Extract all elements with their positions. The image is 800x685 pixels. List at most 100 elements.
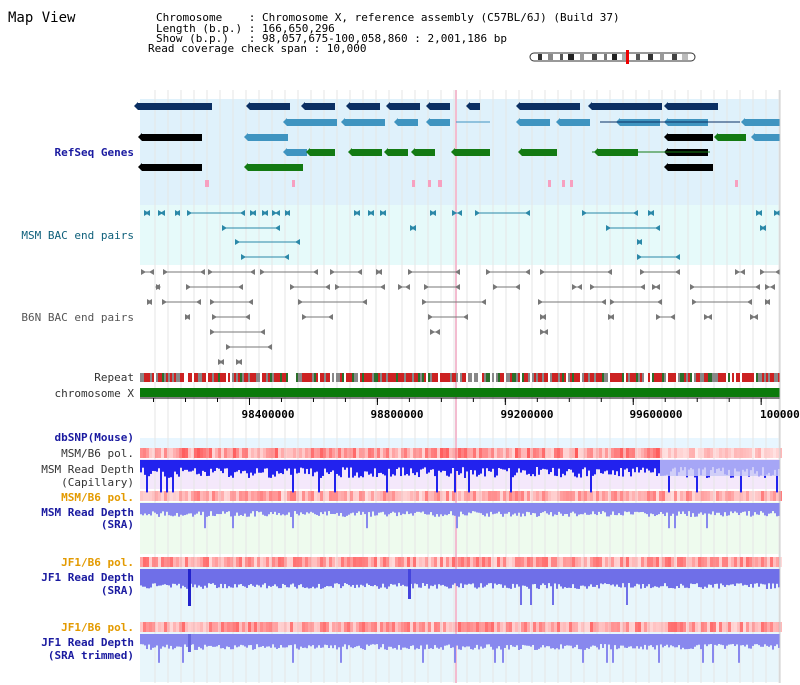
msm-b6-pol-capillary-bin bbox=[512, 448, 515, 458]
jf1-depth-sra-bin bbox=[392, 569, 394, 585]
repeat-element bbox=[768, 373, 770, 382]
repeat-element bbox=[678, 373, 680, 382]
msm-b6-pol-capillary-bin bbox=[434, 448, 437, 458]
msm-depth-capillary-bin bbox=[190, 460, 192, 472]
msm-depth-sra-bin bbox=[372, 503, 374, 512]
track-label-refseq-genes[interactable]: RefSeq Genes bbox=[54, 146, 134, 159]
jf1-b6-pol-1-bin bbox=[248, 557, 251, 567]
msm-depth-capillary-bin bbox=[146, 460, 148, 493]
dbsnp-track-bg bbox=[140, 438, 780, 448]
jf1-b6-pol-2-bin bbox=[548, 622, 551, 632]
jf1-depth-trimmed-bin bbox=[606, 634, 608, 663]
repeat-element bbox=[452, 373, 454, 382]
jf1-b6-pol-1-bin bbox=[278, 557, 281, 567]
jf1-depth-sra-bin bbox=[182, 569, 184, 586]
repeat-element bbox=[624, 373, 626, 382]
msm-b6-pol-sra-bin bbox=[431, 491, 434, 501]
track-label-msm-bac[interactable]: MSM BAC end pairs bbox=[21, 229, 134, 242]
jf1-depth-trimmed-bin bbox=[748, 634, 750, 649]
jf1-b6-pol-2-bin bbox=[599, 622, 602, 632]
jf1-depth-trimmed-bin bbox=[494, 634, 496, 663]
jf1-depth-trimmed-bin bbox=[544, 634, 546, 648]
msm-depth-capillary-bin bbox=[384, 460, 386, 476]
jf1-b6-pol-1-bin bbox=[239, 557, 242, 567]
repeat-element bbox=[538, 373, 540, 382]
msm-b6-pol-sra-bin bbox=[722, 491, 725, 501]
jf1-depth-trimmed-bin bbox=[700, 634, 702, 650]
jf1-depth-sra-bin bbox=[652, 569, 654, 588]
track-label-b6n-bac[interactable]: B6N BAC end pairs bbox=[21, 311, 134, 324]
jf1-depth-sra-bin bbox=[762, 569, 764, 585]
jf1-depth-trimmed-bin bbox=[674, 634, 676, 648]
msm-depth-capillary-bin bbox=[468, 460, 470, 493]
msm-depth-sra-bin bbox=[758, 503, 760, 515]
msm-depth-sra-bin bbox=[180, 503, 182, 515]
msm-depth-capillary-bin bbox=[226, 460, 228, 469]
msm-b6-pol-sra-bin bbox=[524, 491, 527, 501]
jf1-depth-sra-bin bbox=[268, 569, 270, 586]
msm-depth-capillary-bin bbox=[502, 460, 504, 470]
repeat-element bbox=[592, 373, 594, 382]
jf1-b6-pol-2-bin bbox=[659, 622, 662, 632]
msm-b6-pol-sra-bin bbox=[461, 491, 464, 501]
jf1-b6-pol-1-bin bbox=[752, 557, 755, 567]
jf1-depth-sra-bin bbox=[252, 569, 254, 586]
jf1-depth-trimmed-bin bbox=[326, 634, 328, 646]
msm-depth-sra-bin bbox=[164, 503, 166, 516]
msm-b6-pol-capillary-bin bbox=[146, 448, 149, 458]
jf1-b6-pol-2-bin bbox=[602, 622, 605, 632]
msm-b6-pol-capillary-bin bbox=[638, 448, 641, 458]
msm-depth-sra-bin bbox=[326, 503, 328, 516]
jf1-depth-trimmed-bin bbox=[232, 634, 234, 650]
msm-depth-capillary-bin bbox=[550, 460, 552, 473]
jf1-depth-sra-bin bbox=[752, 569, 754, 588]
msm-depth-capillary-bin bbox=[390, 460, 392, 477]
jf1-depth-sra-bin bbox=[442, 569, 444, 585]
jf1-depth-trimmed-bin bbox=[742, 634, 744, 646]
repeat-element bbox=[366, 373, 368, 382]
repeat-element bbox=[712, 373, 714, 382]
jf1-b6-pol-2-bin bbox=[224, 622, 227, 632]
msm-depth-capillary-bin bbox=[420, 460, 422, 470]
b6n-bac-pair-end bbox=[538, 299, 543, 305]
msm-depth-sra-bin bbox=[310, 503, 312, 512]
jf1-depth-sra-bin bbox=[312, 569, 314, 587]
msm-b6-pol-capillary-bin bbox=[617, 448, 620, 458]
msm-depth-capillary-bin bbox=[388, 460, 390, 469]
msm-depth-sra-bin bbox=[190, 503, 192, 514]
jf1-depth-sra-bin bbox=[610, 569, 612, 586]
msm-depth-capillary-bin bbox=[588, 460, 590, 471]
msm-depth-capillary-bin bbox=[302, 460, 304, 469]
msm-depth-sra-bin bbox=[674, 503, 676, 529]
msm-depth-capillary-bin bbox=[524, 460, 526, 471]
b6n-bac-pair-end bbox=[210, 329, 215, 335]
msm-depth-capillary-bin bbox=[494, 460, 496, 478]
jf1-depth-trimmed-bin bbox=[468, 634, 470, 647]
b6n-bac-pair-end bbox=[543, 329, 548, 335]
msm-b6-pol-capillary-bin bbox=[392, 448, 395, 458]
jf1-depth-trimmed-bin bbox=[422, 634, 424, 663]
msm-depth-capillary-bin bbox=[574, 460, 576, 477]
msm-b6-pol-sra-bin bbox=[488, 491, 491, 501]
jf1-b6-pol-2-bin bbox=[263, 622, 266, 632]
jf1-b6-pol-2-bin bbox=[707, 622, 710, 632]
jf1-b6-pol-2-bin bbox=[572, 622, 575, 632]
msm-b6-pol-capillary-bin bbox=[632, 448, 635, 458]
msm-depth-capillary-bin bbox=[364, 460, 366, 472]
repeat-element bbox=[732, 373, 734, 382]
jf1-depth-sra-bin bbox=[224, 569, 226, 585]
msm-b6-pol-capillary-bin bbox=[266, 448, 269, 458]
msm-b6-pol-sra-bin bbox=[665, 491, 668, 501]
jf1-b6-pol-2-bin bbox=[476, 622, 479, 632]
msm-b6-pol-sra-bin bbox=[158, 491, 161, 501]
msm-b6-pol-capillary-bin bbox=[581, 448, 584, 458]
track-label-dbsnp[interactable]: dbSNP(Mouse) bbox=[54, 431, 134, 444]
jf1-depth-sra-bin bbox=[562, 569, 564, 589]
msm-depth-sra-bin bbox=[764, 503, 766, 516]
msm-b6-pol-sra-bin bbox=[692, 491, 695, 501]
jf1-depth-sra-bin bbox=[644, 569, 646, 588]
jf1-depth-sra-bin bbox=[420, 569, 422, 588]
msm-depth-sra-bin bbox=[212, 503, 214, 516]
msm-depth-sra-bin bbox=[228, 503, 230, 512]
